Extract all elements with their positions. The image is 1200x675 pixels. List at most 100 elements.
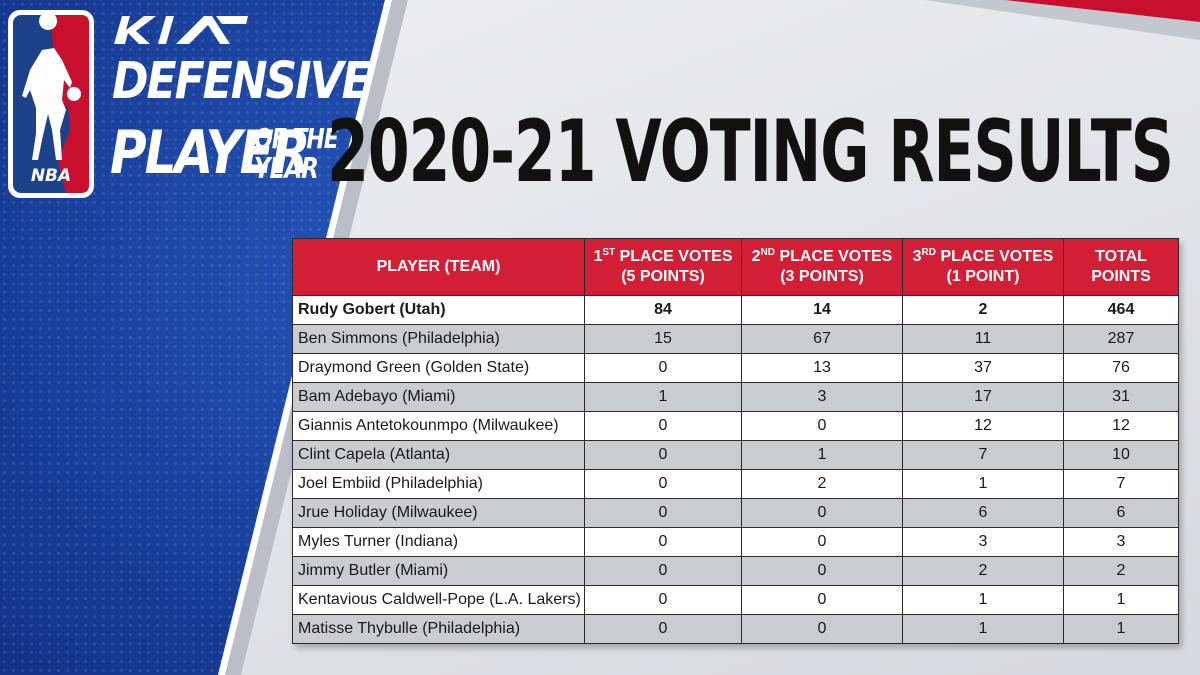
award-title: DEFENSIVE PLAYER OF THE YEAR: [104, 52, 372, 202]
total-points-cell: 2: [1063, 556, 1179, 586]
player-cell: Jrue Holiday (Milwaukee): [292, 498, 585, 528]
nba-logo-icon: NBA: [8, 10, 94, 198]
page-title: 2020-21 VOTING RESULTS: [327, 103, 1174, 203]
third-place-votes-cell: 1: [902, 614, 1064, 644]
total-points-cell: 12: [1063, 411, 1179, 441]
player-cell: Matisse Thybulle (Philadelphia): [292, 614, 585, 644]
second-place-votes-cell: 0: [741, 556, 903, 586]
first-place-votes-cell: 84: [584, 295, 742, 325]
table-row: Clint Capela (Atlanta) 0 1 7 10: [292, 440, 1179, 470]
third-place-votes-cell: 12: [902, 411, 1064, 441]
table-row: Bam Adebayo (Miami) 1 3 17 31: [292, 382, 1179, 412]
player-cell: Kentavious Caldwell-Pope (L.A. Lakers): [292, 585, 585, 615]
third-place-votes-cell: 2: [902, 556, 1064, 586]
player-cell: Ben Simmons (Philadelphia): [292, 324, 585, 354]
table-row: Jrue Holiday (Milwaukee) 0 0 6 6: [292, 498, 1179, 528]
header-third-sub: (1 POINT): [946, 268, 1020, 285]
first-place-votes-cell: 0: [584, 353, 742, 383]
table-header-row: PLAYER (TEAM) 1ST PLACE VOTES (5 POINTS)…: [292, 238, 1179, 296]
header-total-points: TOTAL POINTS: [1063, 238, 1179, 296]
table-row: Jimmy Butler (Miami) 0 0 2 2: [292, 556, 1179, 586]
header-third-main: PLACE VOTES: [936, 248, 1054, 265]
total-points-cell: 76: [1063, 353, 1179, 383]
second-place-votes-cell: 67: [741, 324, 903, 354]
second-place-votes-cell: 0: [741, 614, 903, 644]
third-place-votes-cell: 6: [902, 498, 1064, 528]
third-place-votes-cell: 3: [902, 527, 1064, 557]
header-third-place-votes: 3RD PLACE VOTES (1 POINT): [902, 238, 1064, 296]
total-points-cell: 6: [1063, 498, 1179, 528]
table-row: Kentavious Caldwell-Pope (L.A. Lakers) 0…: [292, 585, 1179, 615]
header-second-num: 2: [751, 248, 761, 265]
total-points-cell: 287: [1063, 324, 1179, 354]
header-first-sup: ST: [602, 247, 616, 258]
first-place-votes-cell: 0: [584, 469, 742, 499]
header-first-main: PLACE VOTES: [615, 248, 733, 265]
voting-results-table: PLAYER (TEAM) 1ST PLACE VOTES (5 POINTS)…: [292, 238, 1179, 644]
table-row: Draymond Green (Golden State) 0 13 37 76: [292, 353, 1179, 383]
award-title-line1: DEFENSIVE: [112, 52, 372, 111]
third-place-votes-cell: 1: [902, 469, 1064, 499]
second-place-votes-cell: 0: [741, 411, 903, 441]
total-points-cell: 10: [1063, 440, 1179, 470]
nba-logo-label: NBA: [30, 166, 72, 186]
first-place-votes-cell: 0: [584, 498, 742, 528]
first-place-votes-cell: 0: [584, 585, 742, 615]
total-points-cell: 464: [1063, 295, 1179, 325]
player-cell: Clint Capela (Atlanta): [292, 440, 585, 470]
table-row: Myles Turner (Indiana) 0 0 3 3: [292, 527, 1179, 557]
second-place-votes-cell: 1: [741, 440, 903, 470]
award-title-line2: PLAYER: [110, 118, 310, 188]
first-place-votes-cell: 1: [584, 382, 742, 412]
total-points-cell: 3: [1063, 527, 1179, 557]
table-row: Rudy Gobert (Utah) 84 14 2 464: [292, 295, 1179, 325]
table-row: Joel Embiid (Philadelphia) 0 2 1 7: [292, 469, 1179, 499]
third-place-votes-cell: 1: [902, 585, 1064, 615]
total-points-cell: 7: [1063, 469, 1179, 499]
header-second-main: PLACE VOTES: [775, 248, 893, 265]
third-place-votes-cell: 17: [902, 382, 1064, 412]
first-place-votes-cell: 0: [584, 527, 742, 557]
table-row: Ben Simmons (Philadelphia) 15 67 11 287: [292, 324, 1179, 354]
award-title-of-the: OF THE: [254, 124, 339, 156]
second-place-votes-cell: 14: [741, 295, 903, 325]
header-player-team-label: PLAYER (TEAM): [376, 258, 501, 275]
header-first-num: 1: [593, 248, 603, 265]
player-cell: Draymond Green (Golden State): [292, 353, 585, 383]
header-player-team: PLAYER (TEAM): [292, 238, 585, 296]
second-place-votes-cell: 0: [741, 498, 903, 528]
header-total-main: TOTAL: [1095, 248, 1147, 265]
first-place-votes-cell: 0: [584, 411, 742, 441]
player-cell: Giannis Antetokounmpo (Milwaukee): [292, 411, 585, 441]
second-place-votes-cell: 0: [741, 585, 903, 615]
header-first-sub: (5 POINTS): [621, 268, 705, 285]
header-total-sub: POINTS: [1091, 268, 1151, 285]
first-place-votes-cell: 0: [584, 556, 742, 586]
header-third-sup: RD: [921, 247, 936, 258]
award-title-year: YEAR: [254, 153, 319, 186]
first-place-votes-cell: 0: [584, 614, 742, 644]
total-points-cell: 31: [1063, 382, 1179, 412]
player-cell: Bam Adebayo (Miami): [292, 382, 585, 412]
second-place-votes-cell: 3: [741, 382, 903, 412]
third-place-votes-cell: 7: [902, 440, 1064, 470]
header-third-num: 3: [912, 248, 922, 265]
table-row: Matisse Thybulle (Philadelphia) 0 0 1 1: [292, 614, 1179, 644]
total-points-cell: 1: [1063, 585, 1179, 615]
total-points-cell: 1: [1063, 614, 1179, 644]
first-place-votes-cell: 0: [584, 440, 742, 470]
third-place-votes-cell: 37: [902, 353, 1064, 383]
header-second-place-votes: 2ND PLACE VOTES (3 POINTS): [741, 238, 903, 296]
player-cell: Myles Turner (Indiana): [292, 527, 585, 557]
header-first-place-votes: 1ST PLACE VOTES (5 POINTS): [584, 238, 742, 296]
kia-logo-icon: [112, 10, 250, 53]
second-place-votes-cell: 0: [741, 527, 903, 557]
player-cell: Rudy Gobert (Utah): [292, 295, 585, 325]
header-second-sup: ND: [760, 247, 775, 258]
header-second-sub: (3 POINTS): [780, 268, 864, 285]
player-cell: Joel Embiid (Philadelphia): [292, 469, 585, 499]
third-place-votes-cell: 2: [902, 295, 1064, 325]
third-place-votes-cell: 11: [902, 324, 1064, 354]
player-cell: Jimmy Butler (Miami): [292, 556, 585, 586]
second-place-votes-cell: 13: [741, 353, 903, 383]
